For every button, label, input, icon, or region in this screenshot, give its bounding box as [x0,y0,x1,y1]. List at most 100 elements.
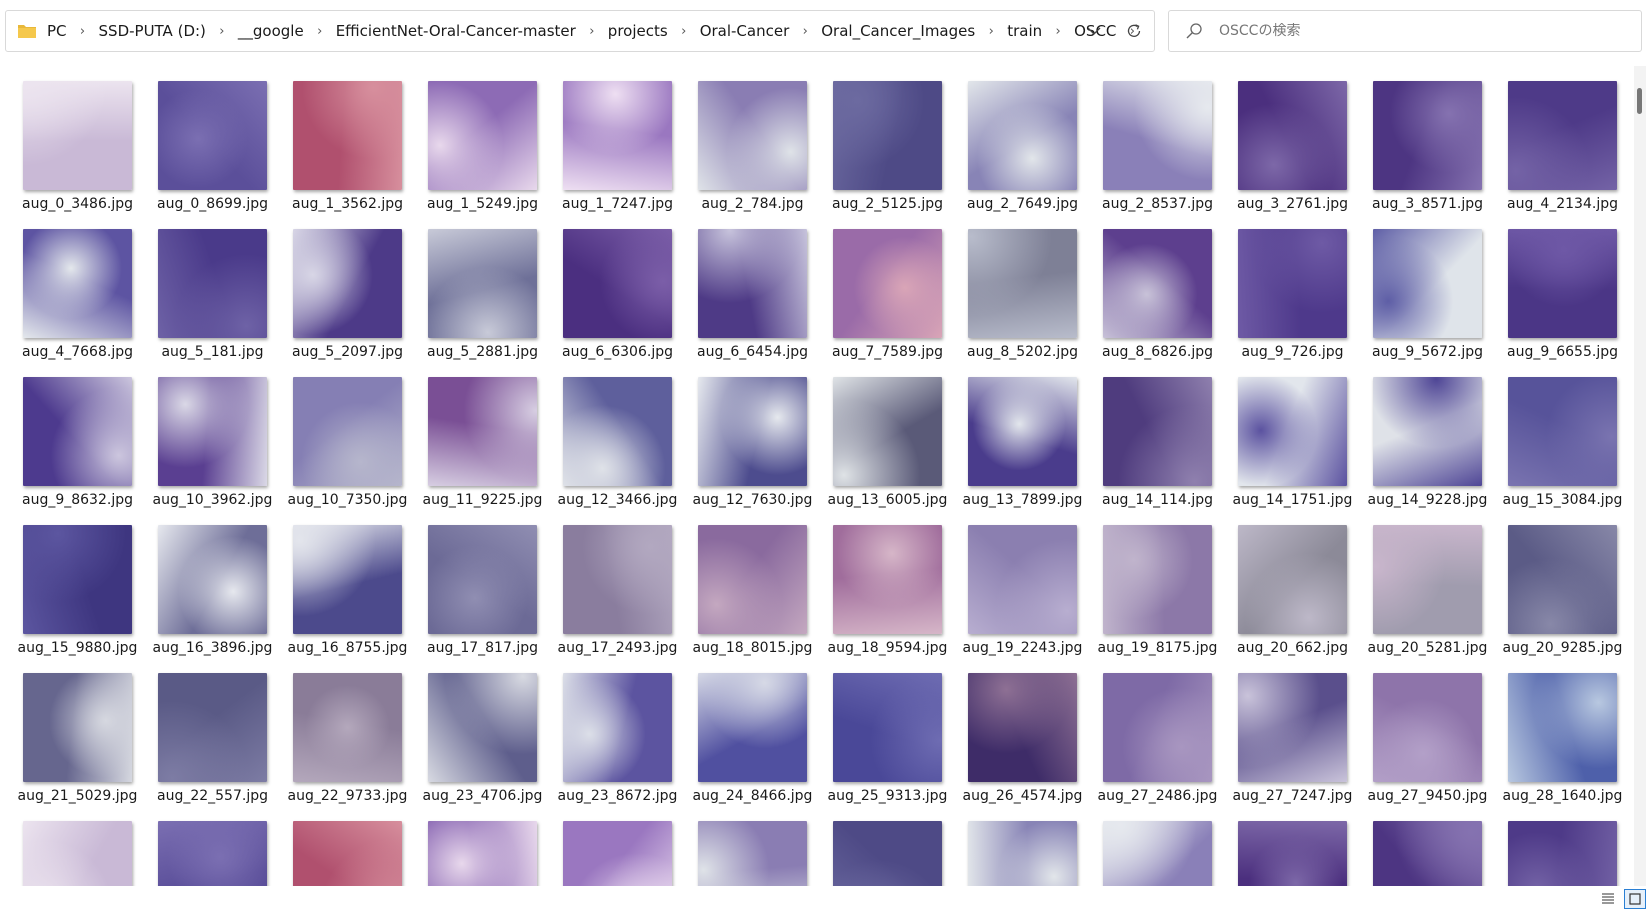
breadcrumb-item[interactable]: Oral_Cancer_Images [821,22,976,40]
file-item[interactable]: aug_9_8632.jpg [10,372,145,520]
file-thumbnail[interactable] [563,821,672,886]
file-thumbnail[interactable] [833,81,942,190]
file-item[interactable]: aug_0_3486.jpg [10,76,145,224]
file-item[interactable]: aug_27_7247.jpg [1225,668,1360,816]
file-item[interactable]: aug_27_9450.jpg [1360,668,1495,816]
file-thumbnail[interactable] [23,377,132,486]
file-thumbnail[interactable] [158,81,267,190]
file-item[interactable]: aug_28_1640.jpg [1495,668,1630,816]
file-thumbnail[interactable] [563,673,672,782]
file-thumbnail[interactable] [698,229,807,338]
file-thumbnail[interactable] [563,525,672,634]
file-item[interactable]: aug_10_7350.jpg [280,372,415,520]
file-thumbnail[interactable] [1508,81,1617,190]
file-thumbnail[interactable] [968,673,1077,782]
file-thumbnail[interactable] [968,525,1077,634]
file-thumbnail[interactable] [833,821,942,886]
file-thumbnail[interactable] [293,821,402,886]
file-thumbnail[interactable] [158,821,267,886]
file-item[interactable]: aug_4_2134.jpg [1495,76,1630,224]
chevron-right-icon[interactable]: › [681,23,687,39]
file-item[interactable]: aug_11_9225.jpg [415,372,550,520]
file-thumbnail[interactable] [428,525,537,634]
file-thumbnail[interactable] [1508,229,1617,338]
file-item[interactable]: aug_1_3562.jpg [280,76,415,224]
breadcrumb-item[interactable]: Oral-Cancer [699,22,790,40]
breadcrumb-item[interactable]: train [1007,22,1043,40]
file-thumbnail[interactable] [968,229,1077,338]
file-thumbnail[interactable] [158,525,267,634]
file-thumbnail[interactable] [1373,377,1482,486]
file-item[interactable]: aug_9_6655.jpg [1495,224,1630,372]
file-thumbnail[interactable] [833,377,942,486]
file-item[interactable] [685,816,820,886]
file-item[interactable]: aug_2_784.jpg [685,76,820,224]
list-view-icon[interactable] [1597,889,1619,909]
file-item[interactable] [145,816,280,886]
chevron-right-icon[interactable]: › [317,23,323,39]
file-item[interactable] [1495,816,1630,886]
file-thumbnail[interactable] [1373,821,1482,886]
search-input[interactable] [1219,23,1619,39]
file-item[interactable]: aug_2_5125.jpg [820,76,955,224]
refresh-icon[interactable] [1114,11,1154,51]
file-thumbnail[interactable] [833,525,942,634]
file-item[interactable]: aug_5_181.jpg [145,224,280,372]
file-item[interactable]: aug_8_5202.jpg [955,224,1090,372]
file-item[interactable]: aug_27_2486.jpg [1090,668,1225,816]
file-thumbnail[interactable] [428,821,537,886]
file-item[interactable]: aug_23_8672.jpg [550,668,685,816]
file-item[interactable]: aug_20_662.jpg [1225,520,1360,668]
chevron-right-icon[interactable]: › [79,23,86,39]
file-item[interactable]: aug_5_2881.jpg [415,224,550,372]
file-item[interactable]: aug_2_8537.jpg [1090,76,1225,224]
chevron-right-icon[interactable]: › [1055,23,1061,39]
chevron-right-icon[interactable]: › [802,23,808,39]
file-thumbnail[interactable] [23,229,132,338]
file-thumbnail[interactable] [428,673,537,782]
file-thumbnail[interactable] [968,81,1077,190]
file-thumbnail[interactable] [1238,673,1347,782]
file-item[interactable]: aug_6_6306.jpg [550,224,685,372]
file-thumbnail[interactable] [158,377,267,486]
file-item[interactable] [1360,816,1495,886]
chevron-right-icon[interactable]: › [589,23,595,39]
file-thumbnail[interactable] [23,821,132,886]
file-thumbnail[interactable] [1103,377,1212,486]
file-thumbnail[interactable] [293,377,402,486]
file-thumbnail[interactable] [1373,81,1482,190]
file-thumbnail[interactable] [1508,673,1617,782]
file-item[interactable]: aug_13_6005.jpg [820,372,955,520]
breadcrumb-item[interactable]: PC [47,22,67,40]
breadcrumb-item[interactable]: SSD-PUTA (D:) [98,22,206,40]
file-thumbnail[interactable] [158,229,267,338]
file-thumbnail[interactable] [563,377,672,486]
chevron-right-icon[interactable]: › [1129,23,1135,39]
file-thumbnail[interactable] [1238,229,1347,338]
file-item[interactable]: aug_8_6826.jpg [1090,224,1225,372]
breadcrumb-item[interactable]: projects [607,22,668,40]
file-item[interactable] [280,816,415,886]
file-thumbnail[interactable] [293,525,402,634]
file-item[interactable]: aug_1_5249.jpg [415,76,550,224]
file-thumbnail[interactable] [698,81,807,190]
file-item[interactable] [415,816,550,886]
file-item[interactable]: aug_19_8175.jpg [1090,520,1225,668]
scrollbar-thumb[interactable] [1637,88,1642,114]
file-thumbnail[interactable] [698,821,807,886]
file-item[interactable]: aug_15_3084.jpg [1495,372,1630,520]
file-item[interactable]: aug_20_5281.jpg [1360,520,1495,668]
file-item[interactable]: aug_13_7899.jpg [955,372,1090,520]
file-item[interactable]: aug_16_3896.jpg [145,520,280,668]
file-item[interactable]: aug_23_4706.jpg [415,668,550,816]
file-item[interactable]: aug_10_3962.jpg [145,372,280,520]
file-item[interactable]: aug_25_9313.jpg [820,668,955,816]
file-item[interactable]: aug_12_7630.jpg [685,372,820,520]
breadcrumb-item[interactable]: __google [237,22,304,40]
file-thumbnail[interactable] [1508,525,1617,634]
file-item[interactable]: aug_22_9733.jpg [280,668,415,816]
file-thumbnail[interactable] [1238,81,1347,190]
file-thumbnail[interactable] [293,81,402,190]
file-thumbnail[interactable] [428,229,537,338]
file-thumbnail[interactable] [1103,821,1212,886]
